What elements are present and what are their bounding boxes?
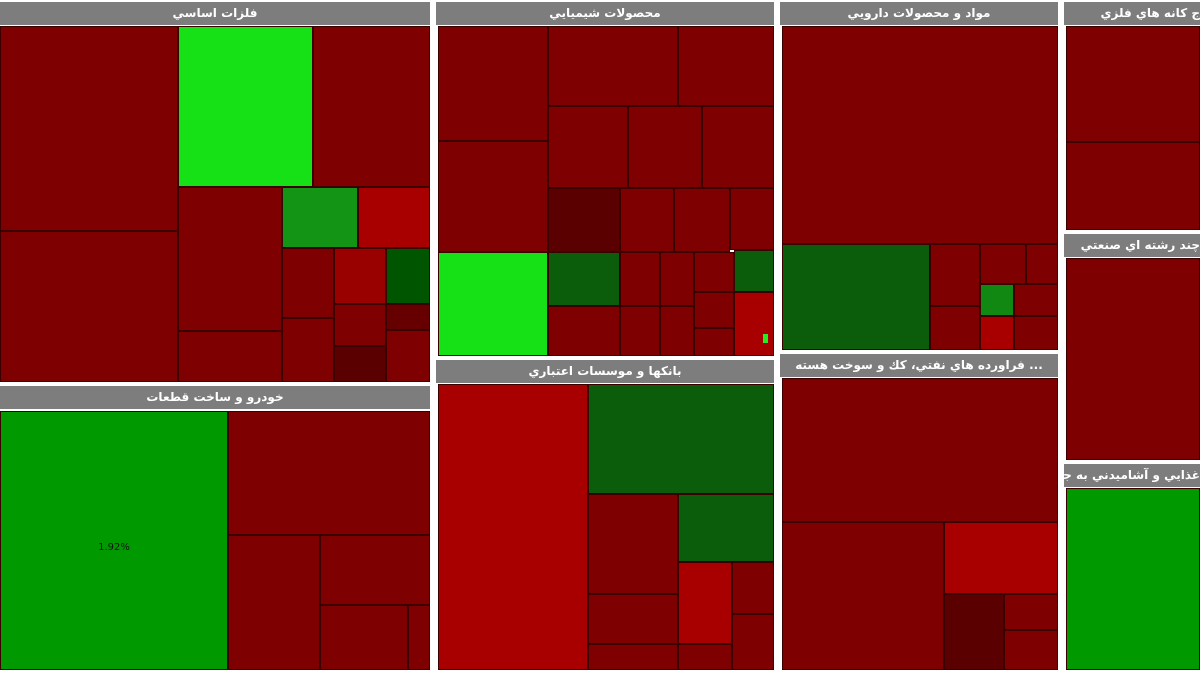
tile (628, 106, 702, 188)
tile (282, 248, 334, 318)
tile (730, 188, 774, 250)
tile (694, 292, 734, 328)
tile (588, 644, 678, 670)
tile (678, 26, 774, 106)
tile (694, 328, 734, 356)
tile (334, 248, 386, 304)
tile (694, 252, 734, 292)
tile (282, 187, 358, 248)
tile (1066, 142, 1200, 230)
tile (782, 378, 1058, 522)
tile (930, 244, 980, 306)
tile (438, 26, 548, 141)
tile (0, 231, 178, 382)
panel-title: محصولات شيميايي (436, 2, 774, 25)
tile (313, 26, 430, 187)
tile (548, 106, 628, 188)
panel-title: فلزات اساسي (0, 2, 430, 25)
tile (782, 522, 944, 670)
tile (1066, 258, 1200, 460)
tile (588, 594, 678, 644)
tile (782, 26, 1058, 244)
tile: 1.92% (0, 411, 228, 670)
tile (732, 614, 774, 670)
tile (228, 535, 320, 670)
tile (620, 306, 660, 356)
tile (178, 26, 313, 187)
panel-title: ج كانه هاي فلزي (1064, 2, 1200, 25)
tile (1014, 316, 1058, 350)
tile (1004, 594, 1058, 630)
tile (944, 522, 1058, 594)
tile (620, 188, 674, 252)
tile (732, 562, 774, 614)
tile (980, 284, 1014, 316)
tile (386, 304, 430, 330)
tile (386, 248, 430, 304)
tile (930, 306, 980, 350)
tile (702, 106, 774, 188)
panel-title: خودرو و ساخت قطعات (0, 386, 430, 409)
tile (178, 331, 282, 382)
tile (734, 292, 774, 356)
tile (678, 644, 732, 670)
panel-title: بانكها و موسسات اعتباري (436, 360, 774, 383)
tile (763, 334, 768, 343)
tile (386, 330, 430, 382)
tile (334, 304, 386, 346)
tile (408, 605, 430, 670)
tile (358, 187, 430, 248)
tile (678, 494, 774, 562)
tile (1004, 630, 1058, 670)
tile (980, 316, 1014, 350)
tile (944, 594, 1004, 670)
tile (620, 252, 660, 306)
tile (678, 562, 732, 644)
tile (1066, 488, 1200, 670)
tile (548, 306, 620, 356)
tile (548, 188, 620, 252)
tile (320, 605, 408, 670)
tile (548, 26, 678, 106)
tile (734, 250, 774, 292)
tile-label: 1.92% (98, 542, 130, 553)
panel-title: مواد و محصولات دارويي (780, 2, 1058, 25)
tile (1014, 284, 1058, 316)
tile (0, 26, 178, 231)
panel-title: چند رشته اي صنعتي (1064, 234, 1200, 257)
tile (320, 535, 430, 605)
tile (660, 252, 694, 306)
tile (660, 306, 694, 356)
tile (980, 244, 1026, 284)
tile (178, 187, 282, 331)
tile (1026, 244, 1058, 284)
tile (782, 244, 930, 350)
tile (674, 188, 730, 252)
tile (588, 494, 678, 594)
panel-title: ... فراورده هاي نفتي، كك و سوخت هسته (780, 354, 1058, 377)
tile (588, 384, 774, 494)
tile (282, 318, 334, 382)
panel-title: غذايي و آشاميدني به جز (1064, 464, 1200, 487)
tile (1066, 26, 1200, 142)
tile (438, 141, 548, 252)
tile (438, 252, 548, 356)
tile (228, 411, 430, 535)
tile (438, 384, 588, 670)
tile (548, 252, 620, 306)
tile (334, 346, 386, 382)
